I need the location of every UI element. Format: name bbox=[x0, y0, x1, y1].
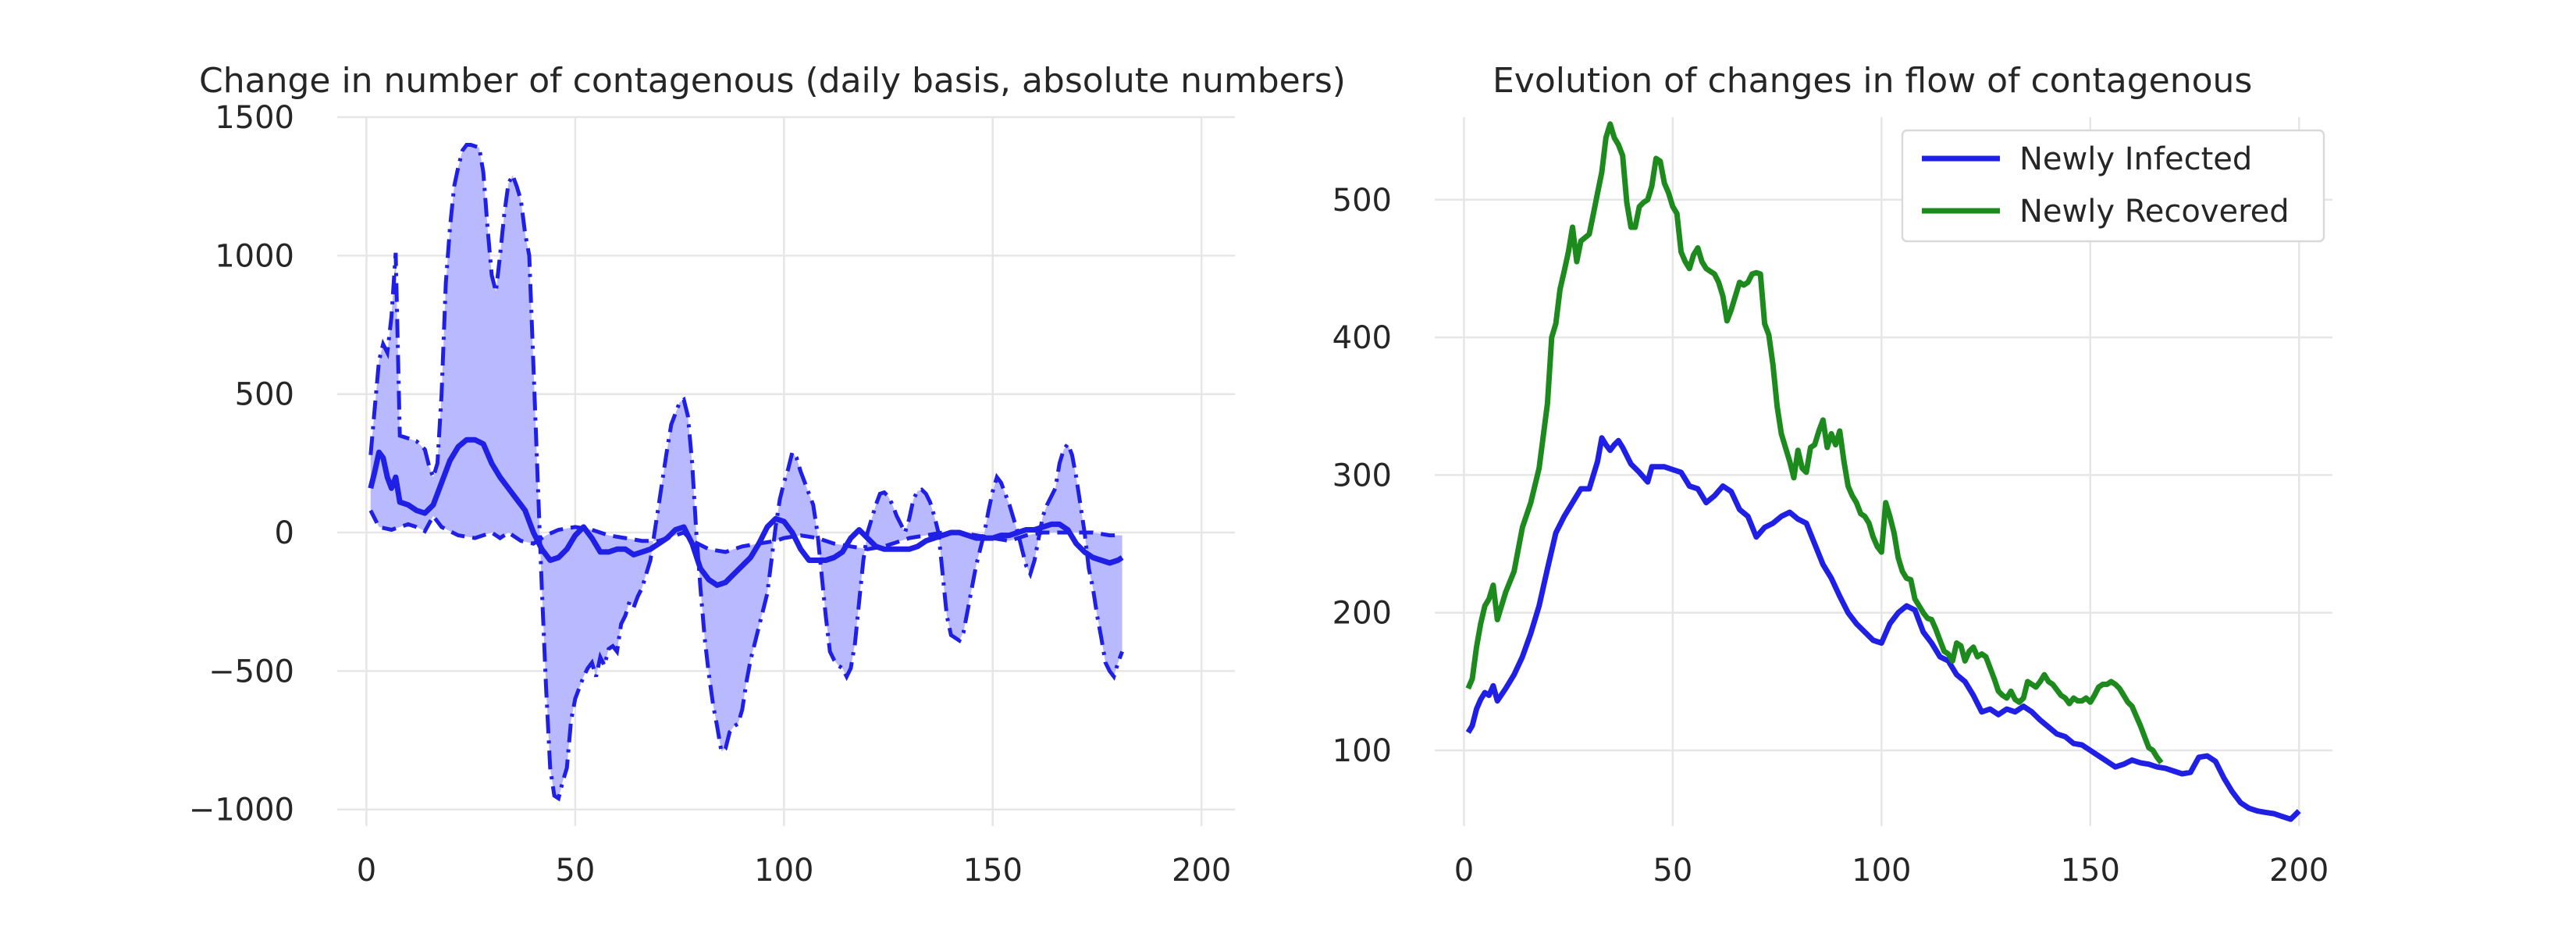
legend-box bbox=[1901, 129, 2325, 243]
left-chart-title: Change in number of contagenous (daily b… bbox=[199, 61, 1346, 101]
contagenous-change-chart: 1500 1000 500 0 −500 −1000 0 50 100 150 200 Chang… bbox=[189, 61, 1346, 889]
right-y-tick-label: 200 bbox=[1332, 596, 1392, 632]
right-x-tick-label: 0 bbox=[1454, 853, 1474, 889]
left-y-tick-label: 500 bbox=[235, 377, 294, 413]
left-mean-solid-line bbox=[368, 436, 1124, 588]
left-y-tick-label: 0 bbox=[275, 515, 294, 551]
left-y-tick-labels: 1500 1000 500 0 −500 −1000 bbox=[189, 100, 294, 828]
right-y-tick-label: 400 bbox=[1332, 320, 1392, 356]
right-x-tick-labels: 0 50 100 150 200 bbox=[1454, 853, 2329, 889]
right-chart-title: Evolution of changes in flow of contagen… bbox=[1493, 61, 2252, 101]
left-x-tick-label: 150 bbox=[963, 853, 1023, 889]
right-y-tick-label: 100 bbox=[1332, 733, 1392, 769]
newly-recovered-line bbox=[1465, 121, 2164, 765]
right-y-tick-label: 300 bbox=[1332, 458, 1392, 493]
left-upper-dashdot-line bbox=[368, 143, 1124, 802]
left-x-tick-label: 100 bbox=[754, 853, 813, 889]
flow-changes-chart: 500 400 300 200 100 0 50 100 150 200 Evolution o… bbox=[1332, 61, 2332, 889]
left-y-tick-label: 1500 bbox=[215, 100, 294, 136]
left-x-tick-label: 50 bbox=[555, 853, 595, 889]
left-y-tick-label: −500 bbox=[208, 654, 294, 689]
left-fill-between-area bbox=[370, 144, 1123, 799]
left-y-tick-label: −1000 bbox=[189, 793, 294, 828]
right-x-tick-label: 150 bbox=[2061, 853, 2120, 889]
right-x-tick-label: 100 bbox=[1852, 853, 1911, 889]
right-x-tick-label: 200 bbox=[2269, 853, 2329, 889]
right-x-tick-label: 50 bbox=[1653, 853, 1692, 889]
legend: Newly Infected Newly Recovered bbox=[1901, 129, 2325, 243]
left-x-tick-label: 200 bbox=[1172, 853, 1231, 889]
left-x-tick-label: 0 bbox=[357, 853, 376, 889]
left-x-tick-labels: 0 50 100 150 200 bbox=[357, 853, 1232, 889]
right-grid bbox=[1435, 117, 2332, 826]
legend-label-newly-recovered: Newly Recovered bbox=[2019, 194, 2290, 230]
left-y-tick-label: 1000 bbox=[215, 238, 294, 274]
right-y-tick-labels: 500 400 300 200 100 bbox=[1332, 183, 1392, 769]
newly-infected-line bbox=[1465, 435, 2301, 822]
legend-label-newly-infected: Newly Infected bbox=[2019, 141, 2252, 177]
right-y-tick-label: 500 bbox=[1332, 183, 1392, 219]
